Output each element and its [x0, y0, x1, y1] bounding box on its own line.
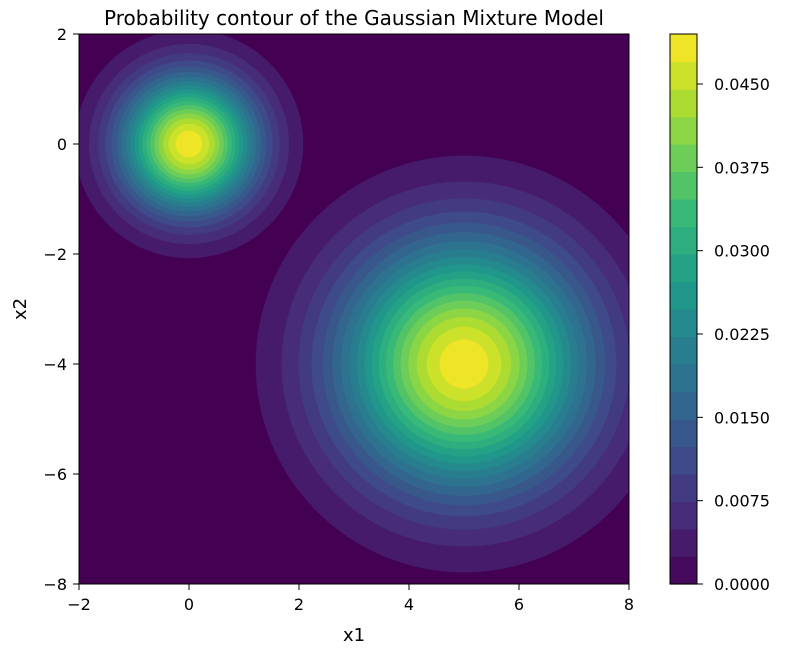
y-tick-label: −6 [43, 465, 67, 484]
colorbar-band [670, 61, 697, 90]
x-tick-label: 2 [294, 595, 304, 614]
colorbar-band [670, 556, 697, 585]
colorbar-band [670, 171, 697, 200]
colorbar-tick-label: 0.0150 [714, 408, 770, 427]
contour-band-c1-19 [175, 130, 203, 158]
colorbar-frame [669, 33, 698, 585]
x-tick-label: 4 [404, 595, 414, 614]
y-tick-label: −4 [43, 355, 67, 374]
plot-frame [78, 33, 630, 585]
colorbar-tick-label: 0.0075 [714, 492, 770, 511]
y-axis-label: x2 [10, 298, 31, 320]
colorbar-band [670, 89, 697, 118]
colorbar-band [670, 336, 697, 365]
colorbar-band [670, 391, 697, 420]
x-tick-label: 8 [624, 595, 634, 614]
colorbar-band [670, 281, 697, 310]
colorbar-band [670, 254, 697, 283]
colorbar [669, 33, 698, 585]
colorbar-band [670, 446, 697, 475]
colorbar-tick-label: 0.0300 [714, 242, 770, 261]
y-tick-label: −2 [43, 245, 67, 264]
colorbar-band [670, 34, 697, 63]
y-tick-label: 0 [57, 135, 67, 154]
colorbar-band [670, 309, 697, 338]
colorbar-band [670, 364, 697, 393]
colorbar-axis: 0.0000 0.0075 0.0150 0.0225 0.0300 0.0375 0.04… [697, 75, 770, 594]
colorbar-band [670, 144, 697, 173]
y-axis: −8 −6 −4 −2 0 2 [43, 25, 79, 594]
y-tick-label: −8 [43, 575, 67, 594]
colorbar-tick-label: 0.0000 [714, 575, 770, 594]
colorbar-band [670, 116, 697, 145]
plot-area [79, 34, 629, 584]
x-tick-label: −2 [67, 595, 91, 614]
x-tick-label: 6 [514, 595, 524, 614]
contour-layer [79, 34, 629, 573]
y-tick-label: 2 [57, 25, 67, 44]
contour-band-c2-19 [439, 339, 489, 389]
colorbar-band [670, 529, 697, 558]
colorbar-band [670, 226, 697, 255]
chart-title: Probability contour of the Gaussian Mixt… [104, 6, 604, 30]
colorbar-band [670, 419, 697, 448]
x-axis: −2 0 2 4 6 8 [67, 584, 634, 614]
colorbar-band [670, 199, 697, 228]
x-tick-label: 0 [184, 595, 194, 614]
colorbar-tick-label: 0.0225 [714, 325, 770, 344]
x-axis-label: x1 [343, 625, 365, 646]
colorbar-band [670, 501, 697, 530]
colorbar-tick-label: 0.0450 [714, 75, 770, 94]
colorbar-band [670, 474, 697, 503]
colorbar-tick-label: 0.0375 [714, 158, 770, 177]
